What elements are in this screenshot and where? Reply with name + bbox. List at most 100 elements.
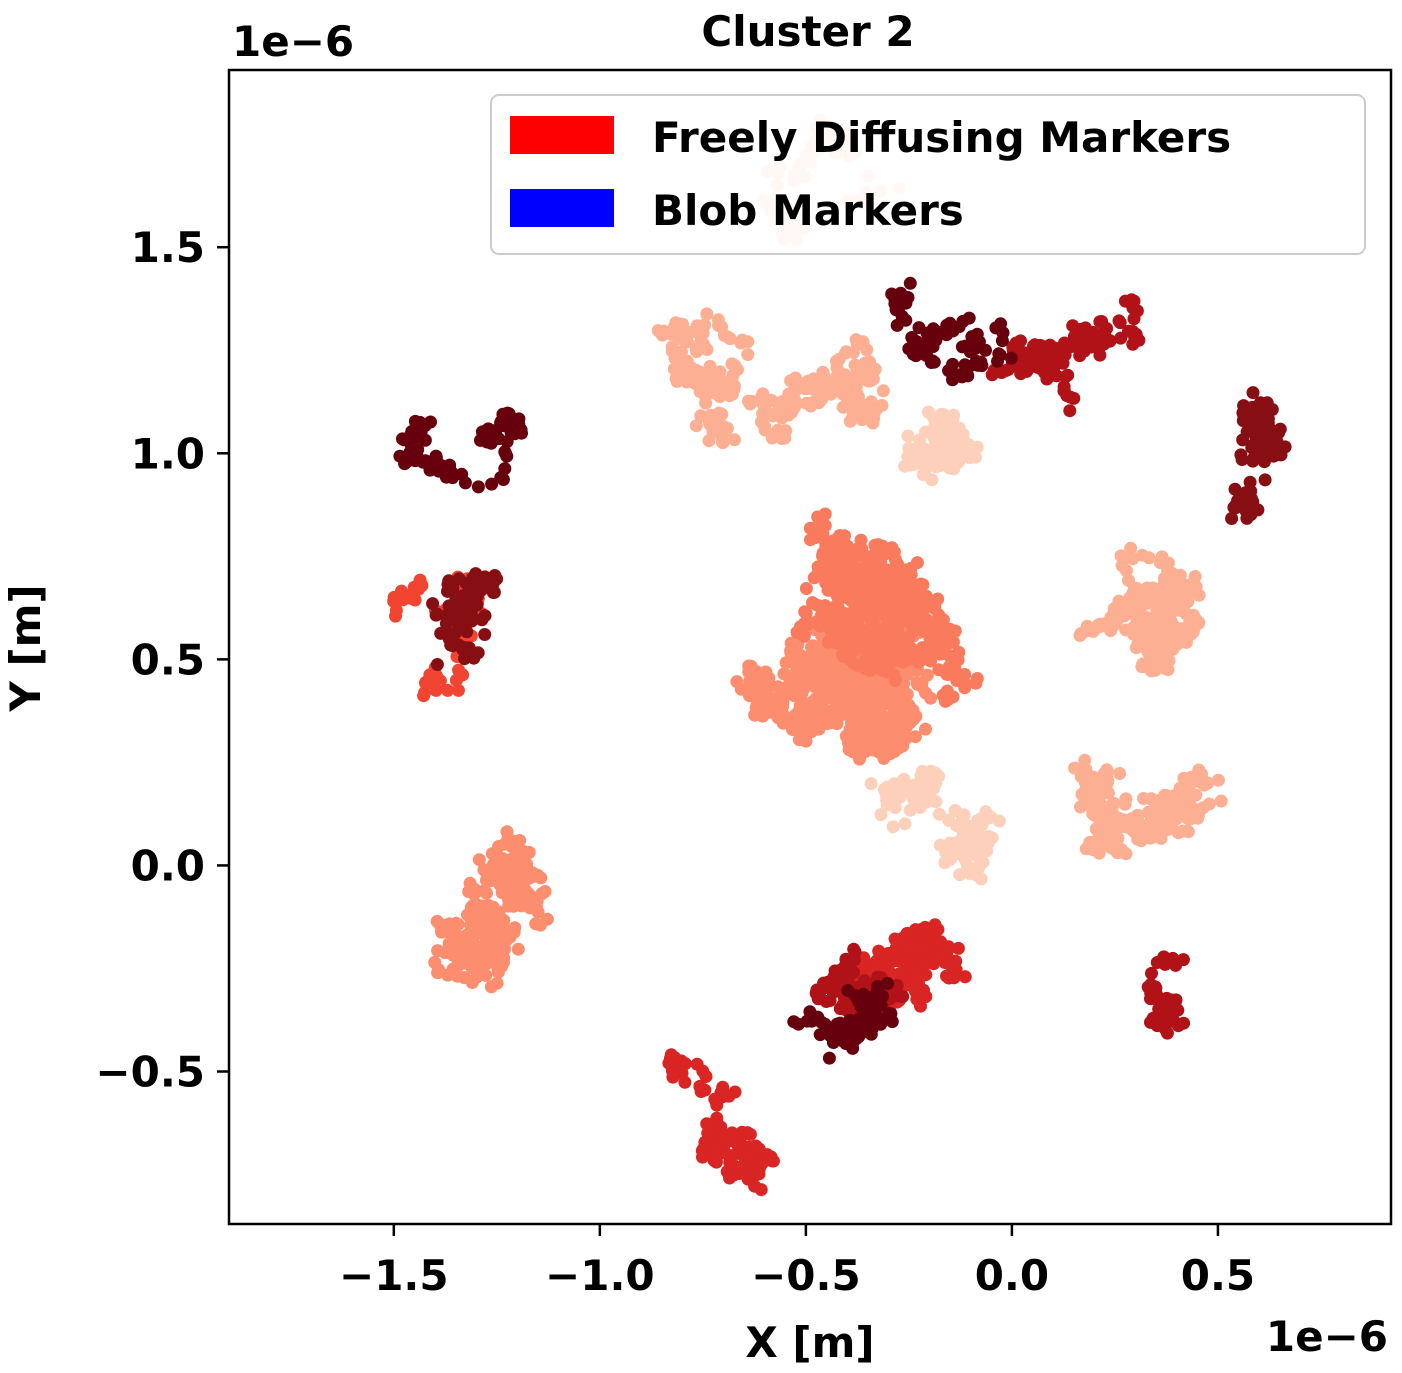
scatter-point xyxy=(798,616,811,630)
scatter-point xyxy=(672,329,686,343)
scatter-point xyxy=(932,459,946,473)
scatter-point xyxy=(1211,773,1225,787)
scatter-point xyxy=(523,901,537,915)
scatter-point xyxy=(899,730,913,744)
scatter-point xyxy=(808,521,822,535)
scatter-point xyxy=(932,807,946,821)
scatter-point xyxy=(864,648,878,662)
scatter-point xyxy=(689,419,703,433)
x-tick-label: −1.0 xyxy=(545,1251,655,1300)
scatter-point xyxy=(969,676,983,690)
scatter-point xyxy=(839,1028,853,1042)
scatter-point xyxy=(754,1183,768,1197)
scatter-point xyxy=(1158,571,1171,585)
scatter-point xyxy=(868,538,882,552)
x-axis: −1.5 −1.0 −0.5 0.0 0.5 xyxy=(339,1224,1255,1300)
scatter-point xyxy=(784,636,798,650)
scatter-point xyxy=(1152,1015,1166,1029)
scatter-point xyxy=(866,620,880,634)
scatter-point xyxy=(490,976,504,990)
scatter-point xyxy=(940,448,953,462)
scatter-point xyxy=(830,609,844,622)
scatter-point xyxy=(1073,349,1087,363)
y-axis-label: Y [m] xyxy=(1,584,50,712)
scatter-point xyxy=(1225,512,1239,525)
scatter-point xyxy=(935,425,949,439)
scatter-point xyxy=(908,730,922,744)
scatter-point xyxy=(707,422,721,435)
scatter-point xyxy=(909,936,923,950)
scatter-point xyxy=(1101,832,1115,846)
scatter-point xyxy=(879,721,893,735)
x-tick-label: −1.5 xyxy=(339,1251,449,1300)
scatter-point xyxy=(1273,422,1287,436)
scatter-point xyxy=(971,826,985,840)
scatter-point xyxy=(423,463,437,477)
scatter-point xyxy=(1250,451,1264,465)
scatter-point xyxy=(775,710,789,724)
scatter-point xyxy=(499,934,513,948)
scatter-point xyxy=(434,626,448,640)
scatter-point xyxy=(1090,789,1104,802)
scatter-point xyxy=(1119,623,1133,637)
legend-label-freely: Freely Diffusing Markers xyxy=(652,113,1231,162)
scatter-point xyxy=(1043,338,1057,352)
scatter-point xyxy=(848,358,862,372)
scatter-point xyxy=(1047,353,1061,367)
scatter-point xyxy=(804,399,818,413)
scatter-point xyxy=(896,584,910,598)
scatter-point xyxy=(929,795,943,809)
scatter-point xyxy=(431,944,445,958)
scatter-point xyxy=(458,476,472,490)
scatter-point xyxy=(1247,423,1261,437)
scatter-point xyxy=(765,1154,779,1168)
scatter-point xyxy=(1132,828,1146,842)
scatter-point xyxy=(871,979,885,993)
scatter-point xyxy=(969,450,982,464)
scatter-point xyxy=(860,343,874,357)
scatter-point xyxy=(1192,616,1206,630)
scatter-point xyxy=(879,582,893,596)
y-tick-label: 0.5 xyxy=(131,635,205,684)
x-axis-label: X [m] xyxy=(745,1318,874,1367)
scatter-point xyxy=(963,345,977,359)
scatter-point xyxy=(1092,342,1106,356)
scatter-point xyxy=(1258,473,1272,487)
scatter-point xyxy=(913,801,927,814)
scatter-point xyxy=(901,291,915,304)
scatter-point xyxy=(1080,334,1094,347)
scatter-point xyxy=(821,717,835,730)
scatter-point xyxy=(905,966,919,980)
scatter-point xyxy=(1060,389,1074,403)
scatter-point xyxy=(799,734,813,748)
scatter-point xyxy=(1113,316,1127,330)
scatter-point xyxy=(507,925,521,939)
scatter-point xyxy=(472,853,486,867)
scatter-point xyxy=(1269,438,1283,452)
scatter-point xyxy=(690,1057,704,1071)
scatter-point xyxy=(444,638,458,652)
scatter-point xyxy=(690,345,704,358)
x-offset-label: 1e−6 xyxy=(1266,1312,1388,1361)
scatter-point xyxy=(722,1089,736,1103)
scatter-point xyxy=(468,921,482,935)
scatter-point xyxy=(958,853,972,867)
scatter-point xyxy=(1100,764,1114,778)
scatter-point xyxy=(828,635,842,649)
scatter-point xyxy=(936,688,950,702)
scatter-point xyxy=(1078,753,1092,767)
scatter-point xyxy=(517,857,531,871)
scatter-point xyxy=(480,922,494,936)
scatter-point xyxy=(1142,805,1156,819)
scatter-point xyxy=(479,428,493,442)
scatter-point xyxy=(918,957,932,971)
scatter-point xyxy=(461,908,474,922)
x-tick-label: 0.5 xyxy=(1181,1251,1255,1300)
scatter-point xyxy=(922,405,935,419)
scatter-point xyxy=(460,625,474,639)
scatter-point xyxy=(910,611,924,625)
scatter-point xyxy=(822,1051,836,1065)
scatter-point xyxy=(903,276,917,290)
scatter-point xyxy=(1115,559,1129,572)
scatter-point xyxy=(1150,603,1164,617)
